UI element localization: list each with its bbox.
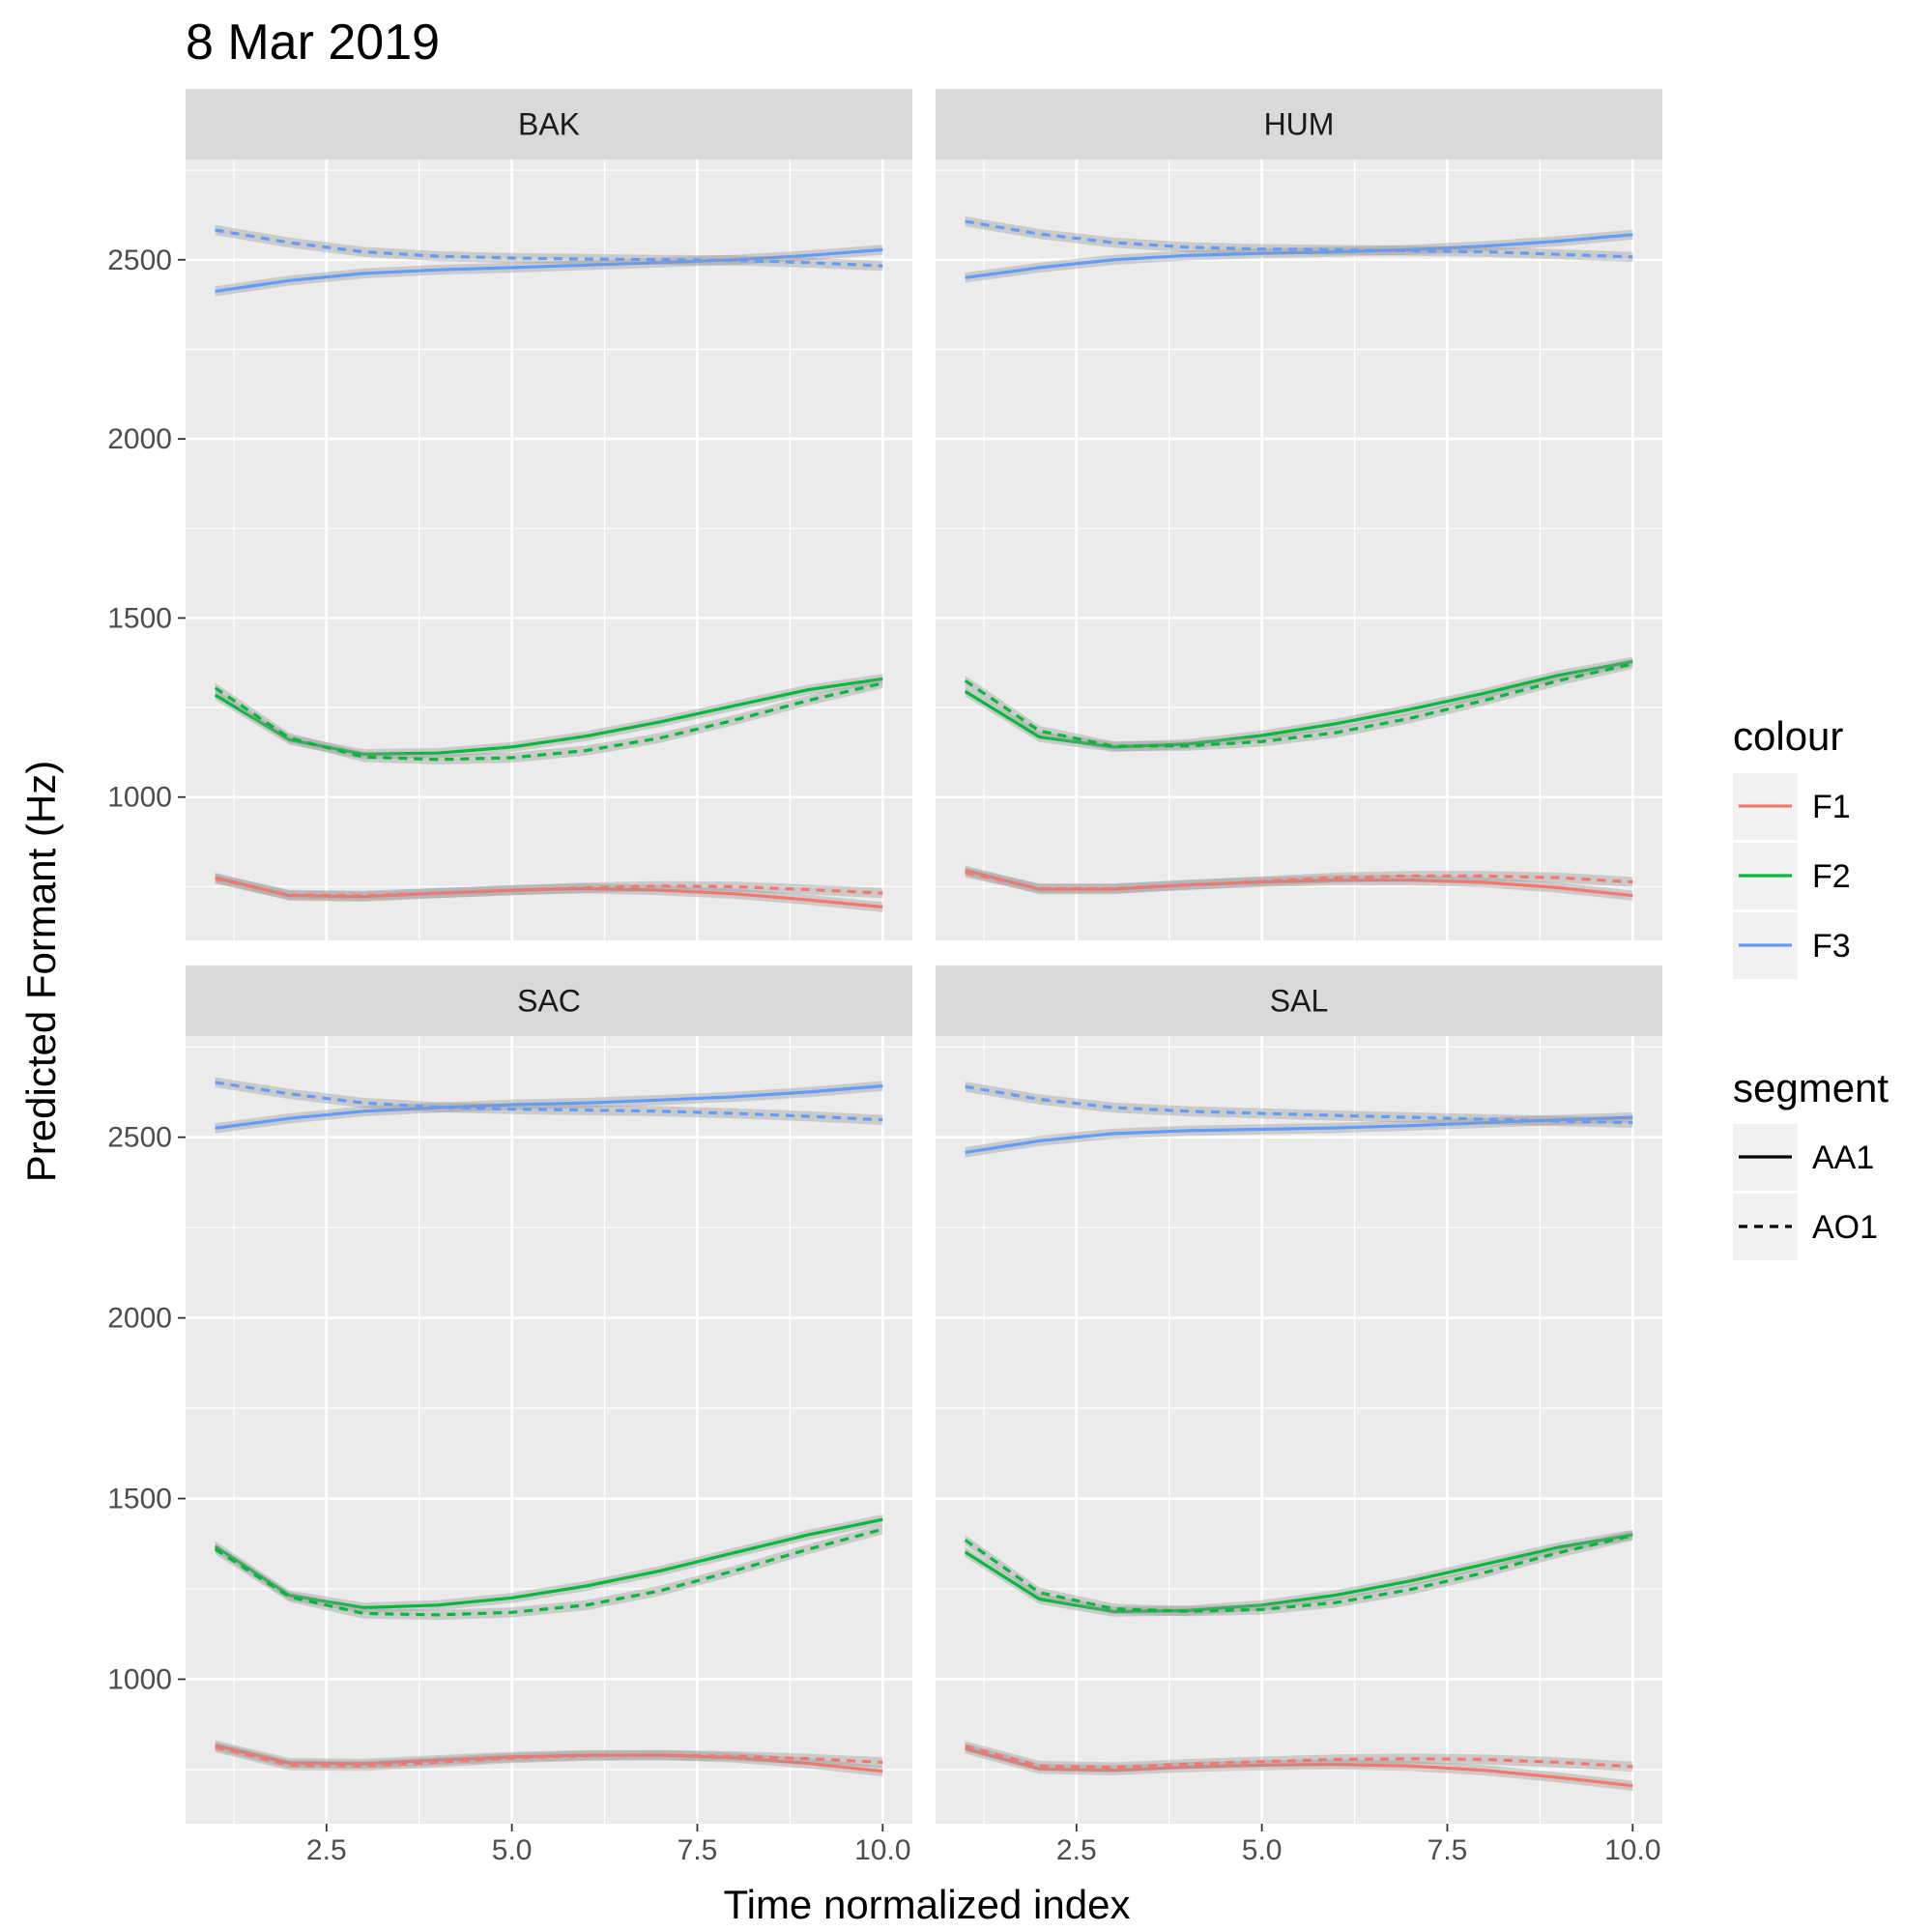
strip-label: SAL: [1270, 984, 1328, 1019]
strip-label: SAC: [517, 984, 581, 1019]
series-f3-aa1-confidence-band: [215, 245, 883, 297]
series-f2-ao1-line: [964, 1534, 1633, 1613]
series-f1-aa1-confidence-band: [215, 1740, 883, 1776]
series-f1-ao1-line: [215, 1745, 883, 1768]
series-f3-aa1-line: [965, 233, 1633, 279]
legend-label-f1: F1: [1812, 789, 1851, 825]
series-f3-aa1-confidence-band: [215, 1081, 883, 1134]
plot-title: 8 Mar 2019: [186, 14, 440, 71]
legend-title-segment: segment: [1733, 1065, 1889, 1110]
legend-label-f3: F3: [1812, 928, 1851, 965]
series-f1-aa1-confidence-band: [965, 865, 1633, 901]
panel-background: [936, 159, 1662, 940]
strip-background: [936, 966, 1662, 1036]
facet-panels: BAK 1000 1500 2000 2500 HUM SAC 1000 1500 2000 250…: [107, 89, 1662, 1866]
series-f2-ao1-line: [964, 662, 1633, 748]
series-f3-ao1-line: [965, 219, 1633, 259]
series-f2-aa1-line: [964, 660, 1633, 749]
y-tick-label: 2500: [107, 245, 172, 276]
series-f1-aa1-line: [965, 1746, 1633, 1788]
x-tick-label: 2.5: [1056, 1834, 1097, 1866]
series-f3-aa1-confidence-band: [965, 229, 1633, 283]
legend-label-f2: F2: [1812, 858, 1851, 895]
series-f2-ao1-line: [214, 681, 883, 762]
x-tick-label: 10.0: [1604, 1834, 1660, 1866]
facet-panel-sal: SAL 2.5 5.0 7.5 10.0: [936, 966, 1662, 1866]
x-tick-label: 7.5: [678, 1834, 718, 1866]
panel-background: [186, 159, 912, 940]
x-tick-label: 5.0: [1242, 1834, 1283, 1866]
strip-background: [186, 89, 912, 159]
y-tick-label: 2500: [107, 1122, 172, 1154]
x-tick-label: 7.5: [1427, 1834, 1468, 1866]
y-axis-title: Predicted Formant (Hz): [18, 761, 64, 1182]
strip-background: [186, 966, 912, 1036]
x-tick-label: 5.0: [492, 1834, 533, 1866]
series-f1-ao1-line: [965, 1745, 1633, 1770]
legend-label-ao1: AO1: [1812, 1209, 1878, 1246]
y-tick-label: 1000: [107, 782, 172, 814]
series-f3-ao1-confidence-band: [965, 1081, 1633, 1128]
facet-panel-sac: SAC 1000 1500 2000 2500 2.5 5.0 7.5 10.0: [107, 966, 912, 1866]
series-f1-aa1-line: [215, 1744, 883, 1773]
strip-background: [936, 89, 1662, 159]
series-f2-ao1-confidence-band: [965, 1530, 1633, 1617]
y-tick-label: 1500: [107, 602, 172, 634]
panel-background: [186, 1036, 912, 1824]
legend-label-aa1: AA1: [1812, 1139, 1874, 1176]
series-f1-ao1-confidence-band: [965, 1741, 1633, 1773]
x-tick-label: 2.5: [306, 1834, 347, 1866]
series-f1-ao1-confidence-band: [215, 874, 883, 901]
series-f2-ao1-confidence-band: [965, 658, 1633, 752]
x-axis-title: Time normalized index: [724, 1882, 1131, 1927]
series-f3-aa1-line: [215, 1084, 883, 1130]
strip-label: BAK: [518, 107, 580, 142]
panel-background: [936, 1036, 1662, 1824]
series-f1-ao1-line: [215, 877, 883, 898]
y-tick-label: 2000: [107, 1303, 172, 1335]
series-f2-ao1-line: [214, 1527, 883, 1617]
series-f1-ao1-line: [965, 871, 1633, 890]
x-tick-label: 10.0: [854, 1834, 910, 1866]
facet-panel-bak: BAK 1000 1500 2000 2500: [107, 89, 912, 940]
strip-label: HUM: [1264, 107, 1335, 142]
series-f1-aa1-confidence-band: [965, 1744, 1633, 1791]
y-tick-label: 1000: [107, 1663, 172, 1695]
series-f1-ao1-confidence-band: [215, 1742, 883, 1772]
y-tick-label: 2000: [107, 423, 172, 455]
legend-title-colour: colour: [1733, 713, 1843, 759]
series-f3-ao1-line: [965, 1084, 1633, 1125]
series-f1-aa1-confidence-band: [215, 872, 883, 912]
legend: colour F1 F2 F3 segment AA1 AO1: [1733, 713, 1889, 1260]
facet-panel-hum: HUM: [936, 89, 1662, 940]
series-f1-ao1-confidence-band: [965, 867, 1633, 894]
y-tick-label: 1500: [107, 1484, 172, 1515]
series-f3-ao1-line: [215, 228, 883, 268]
series-f3-aa1-line: [215, 247, 883, 293]
series-f2-aa1-line: [214, 1517, 883, 1609]
series-f3-ao1-line: [215, 1081, 883, 1122]
series-f2-aa1-line: [964, 1533, 1633, 1614]
series-f2-aa1-confidence-band: [965, 656, 1633, 752]
